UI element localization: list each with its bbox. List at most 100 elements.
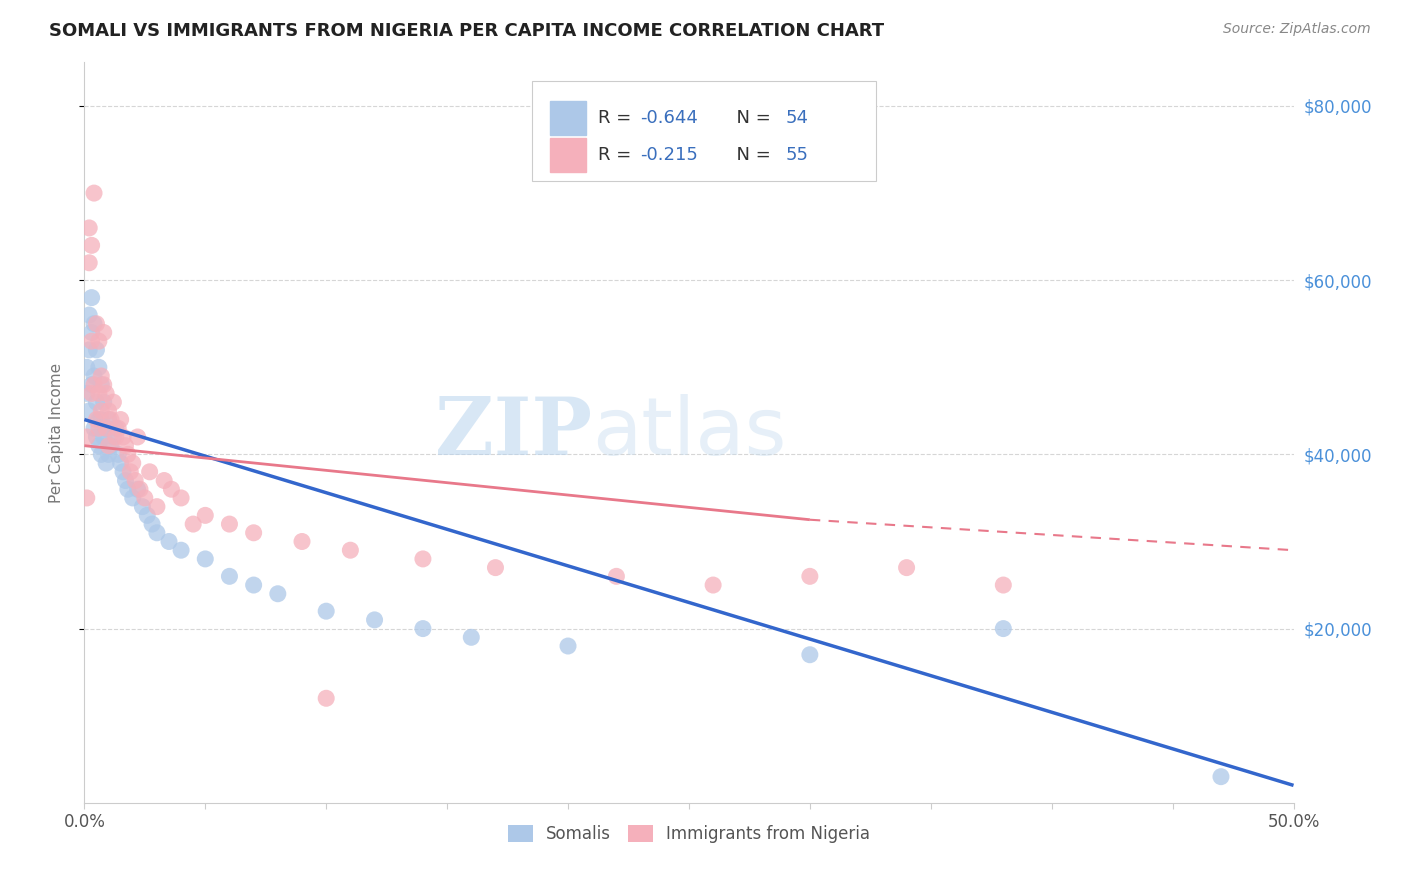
Point: [90, 377, 112, 392]
Point: [86, 343, 108, 357]
Text: R =: R =: [599, 109, 637, 127]
Text: SOMALI VS IMMIGRANTS FROM NIGERIA PER CAPITA INCOME CORRELATION CHART: SOMALI VS IMMIGRANTS FROM NIGERIA PER CA…: [49, 22, 884, 40]
Point: [86, 395, 108, 409]
Point: [117, 482, 139, 496]
Point: [460, 630, 482, 644]
Point: [94, 421, 117, 435]
Point: [315, 691, 337, 706]
Point: [194, 552, 217, 566]
Point: [799, 648, 821, 662]
Point: [412, 622, 434, 636]
Bar: [550, 102, 586, 135]
Point: [97, 447, 120, 461]
Point: [799, 569, 821, 583]
Point: [110, 412, 132, 426]
Point: [83, 317, 105, 331]
Point: [86, 317, 108, 331]
Point: [104, 430, 127, 444]
Point: [94, 386, 117, 401]
Point: [117, 447, 139, 461]
Text: 55: 55: [786, 146, 808, 164]
Point: [157, 534, 180, 549]
Point: [114, 439, 136, 453]
Point: [103, 395, 125, 409]
Point: [76, 430, 98, 444]
Point: [86, 430, 108, 444]
Point: [267, 587, 290, 601]
Point: [120, 465, 142, 479]
Point: [127, 482, 149, 496]
Point: [112, 465, 135, 479]
Text: -0.644: -0.644: [641, 109, 699, 127]
Point: [77, 404, 100, 418]
Point: [77, 343, 100, 357]
Point: [100, 439, 122, 453]
Point: [104, 421, 127, 435]
FancyBboxPatch shape: [531, 81, 876, 181]
Point: [76, 386, 98, 401]
Point: [83, 369, 105, 384]
Text: R =: R =: [599, 146, 643, 164]
Point: [93, 430, 115, 444]
Text: N =: N =: [725, 109, 776, 127]
Text: -0.215: -0.215: [641, 146, 699, 164]
Point: [605, 569, 627, 583]
Point: [181, 517, 204, 532]
Point: [315, 604, 337, 618]
Point: [90, 447, 112, 461]
Point: [170, 543, 193, 558]
Point: [146, 525, 169, 540]
Point: [94, 456, 117, 470]
Point: [97, 439, 120, 453]
Point: [218, 517, 240, 532]
Point: [138, 465, 160, 479]
Point: [121, 456, 143, 470]
Point: [1209, 770, 1232, 784]
Point: [93, 326, 115, 340]
Point: [80, 386, 103, 401]
Point: [93, 395, 115, 409]
Text: 54: 54: [786, 109, 808, 127]
Point: [412, 552, 434, 566]
Point: [87, 439, 110, 453]
Point: [87, 360, 110, 375]
Point: [124, 474, 146, 488]
Point: [87, 386, 110, 401]
Legend: Somalis, Immigrants from Nigeria: Somalis, Immigrants from Nigeria: [501, 819, 877, 850]
Point: [80, 238, 103, 252]
Point: [80, 291, 103, 305]
Y-axis label: Per Capita Income: Per Capita Income: [49, 362, 63, 503]
Point: [107, 421, 129, 435]
Point: [291, 534, 314, 549]
Point: [97, 412, 120, 426]
Point: [170, 491, 193, 505]
Point: [112, 430, 135, 444]
Point: [97, 404, 120, 418]
Point: [484, 560, 506, 574]
Point: [136, 508, 159, 523]
Point: [896, 560, 918, 574]
Point: [993, 578, 1015, 592]
Text: N =: N =: [725, 146, 776, 164]
Text: atlas: atlas: [592, 393, 786, 472]
Point: [134, 491, 156, 505]
Point: [121, 491, 143, 505]
Point: [94, 421, 117, 435]
Point: [114, 474, 136, 488]
Text: Source: ZipAtlas.com: Source: ZipAtlas.com: [1223, 22, 1371, 37]
Point: [80, 377, 103, 392]
Point: [194, 508, 217, 523]
Point: [557, 639, 579, 653]
Point: [86, 412, 108, 426]
Point: [83, 377, 105, 392]
Point: [993, 622, 1015, 636]
Point: [80, 334, 103, 348]
Point: [242, 525, 264, 540]
Point: [127, 430, 149, 444]
Point: [87, 412, 110, 426]
Point: [153, 474, 176, 488]
Point: [131, 500, 153, 514]
Point: [100, 412, 122, 426]
Point: [110, 456, 132, 470]
Point: [77, 256, 100, 270]
